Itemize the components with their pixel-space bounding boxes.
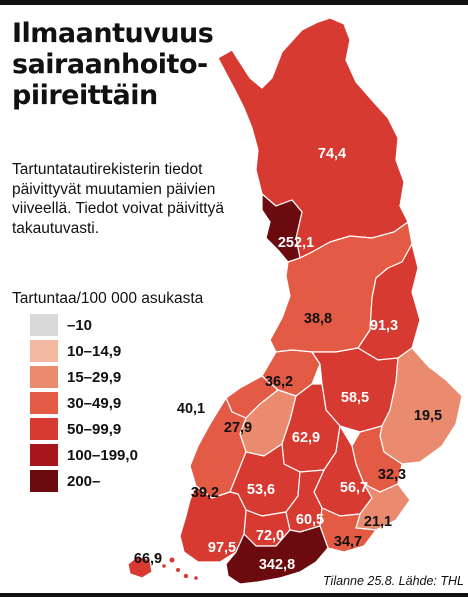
- legend-swatch: [30, 392, 58, 414]
- value-label: 58,5: [341, 390, 369, 406]
- region-pohjois-karjala: [379, 347, 463, 465]
- region-varsinais-suomi: [179, 485, 247, 563]
- value-label: 40,1: [177, 401, 205, 417]
- region-labels: 74,4 252,1 38,8 91,3 36,2 58,5 40,1 27,9…: [134, 146, 442, 573]
- value-label: 66,9: [134, 551, 162, 567]
- legend-item: 30–49,9: [30, 390, 138, 416]
- value-label: 19,5: [414, 408, 442, 424]
- value-label: 252,1: [278, 235, 314, 251]
- legend-item: 50–99,9: [30, 416, 138, 442]
- source-note: Tilanne 25.8. Lähde: THL: [323, 574, 464, 588]
- legend-swatch: [30, 444, 58, 466]
- archipelago-islets: [154, 554, 198, 580]
- legend-label: 30–49,9: [67, 394, 122, 412]
- value-label: 39,2: [191, 485, 219, 501]
- region-kainuu: [357, 243, 421, 361]
- region-lansi-pohja: [261, 193, 303, 263]
- value-label: 38,8: [304, 311, 332, 327]
- legend-swatch: [30, 314, 58, 336]
- value-label: 74,4: [318, 146, 346, 162]
- region-lappi: [217, 17, 409, 259]
- legend-swatch: [30, 470, 58, 492]
- region-kymenlaakso: [319, 507, 377, 553]
- legend-label: 10–14,9: [67, 342, 122, 360]
- value-label: 60,5: [296, 512, 324, 528]
- legend-label: 15–29,9: [67, 368, 122, 386]
- legend-item: –10: [30, 312, 138, 338]
- value-label: 21,1: [364, 514, 392, 530]
- map-description: Tartuntatautirekisterin tiedot päivittyv…: [12, 161, 224, 237]
- legend-label: 200–: [67, 472, 101, 490]
- map-title: Ilmaantuvuus sairaanhoito- piireittäin: [12, 18, 214, 111]
- legend-item: 10–14,9: [30, 338, 138, 364]
- legend-item: 100–199,0: [30, 442, 138, 468]
- top-rule: [0, 0, 468, 5]
- legend-title: Tartuntaa/100 000 asukasta: [12, 290, 204, 307]
- value-label: 34,7: [334, 534, 362, 550]
- region-hus: [225, 525, 329, 585]
- legend-swatch: [30, 366, 58, 388]
- legend-item: 15–29,9: [30, 364, 138, 390]
- bottom-rule: [0, 593, 468, 597]
- legend-label: 50–99,9: [67, 420, 122, 438]
- legend-swatch: [30, 418, 58, 440]
- value-label: 62,9: [292, 430, 320, 446]
- value-label: 27,9: [224, 420, 252, 436]
- legend-swatch: [30, 340, 58, 362]
- value-label: 97,5: [208, 540, 236, 556]
- value-label: 91,3: [370, 318, 398, 334]
- legend: –10 10–14,9 15–29,9 30–49,9 50–99,9 100–…: [30, 312, 138, 494]
- value-label: 53,6: [247, 482, 275, 498]
- value-label: 342,8: [259, 557, 295, 573]
- value-label: 56,7: [340, 480, 368, 496]
- legend-label: 100–199,0: [67, 446, 138, 464]
- legend-label: –10: [67, 316, 93, 334]
- region-etela-karjala: [355, 483, 411, 531]
- value-label: 72,0: [256, 528, 284, 544]
- legend-item: 200–: [30, 468, 138, 494]
- region-ahvenanmaa: [127, 555, 153, 579]
- value-label: 32,3: [378, 467, 406, 483]
- value-label: 36,2: [265, 374, 293, 390]
